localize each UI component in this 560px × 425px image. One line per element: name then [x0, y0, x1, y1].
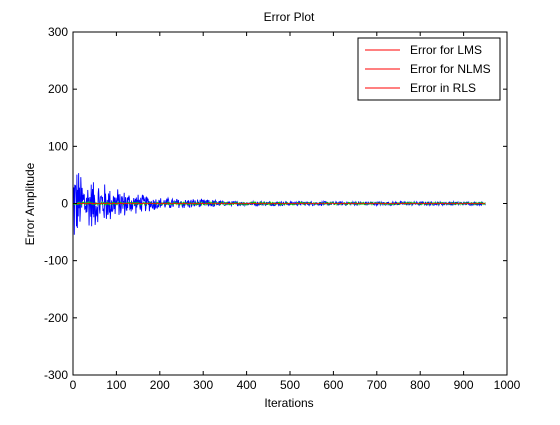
series-line-3 [72, 202, 486, 205]
y-tick-label: 100 [48, 139, 68, 153]
y-tick-label: 200 [48, 82, 68, 96]
y-tick-label: -100 [44, 254, 68, 268]
y-tick-label: -200 [44, 311, 68, 325]
x-tick-label: 200 [150, 378, 170, 392]
y-tick-label: -300 [44, 368, 68, 382]
chart-title: Error Plot [264, 10, 315, 24]
legend-label: Error for LMS [410, 43, 482, 57]
legend-label: Error for NLMS [410, 62, 491, 76]
x-tick-label: 0 [70, 378, 77, 392]
x-tick-label: 800 [410, 378, 430, 392]
x-tick-label: 100 [106, 378, 126, 392]
y-tick-label: 0 [61, 197, 68, 211]
x-tick-label: 600 [323, 378, 343, 392]
legend: Error for LMS Error for NLMS Error in RLS [357, 37, 501, 101]
y-tick-label: 300 [48, 25, 68, 39]
x-axis-label: Iterations [264, 396, 313, 410]
x-tick-label: 400 [237, 378, 257, 392]
x-tick-label: 700 [367, 378, 387, 392]
x-tick-label: 500 [280, 378, 300, 392]
x-tick-label: 900 [454, 378, 474, 392]
x-tick-label: 300 [193, 378, 213, 392]
series-line-1 [72, 173, 486, 235]
legend-label: Error in RLS [410, 81, 476, 95]
x-tick-label: 1000 [494, 378, 521, 392]
axes: 0 100 200 300 400 500 600 700 800 900 1000-300-200… [44, 25, 521, 392]
y-axis-label: Error Amplitude [23, 162, 37, 245]
